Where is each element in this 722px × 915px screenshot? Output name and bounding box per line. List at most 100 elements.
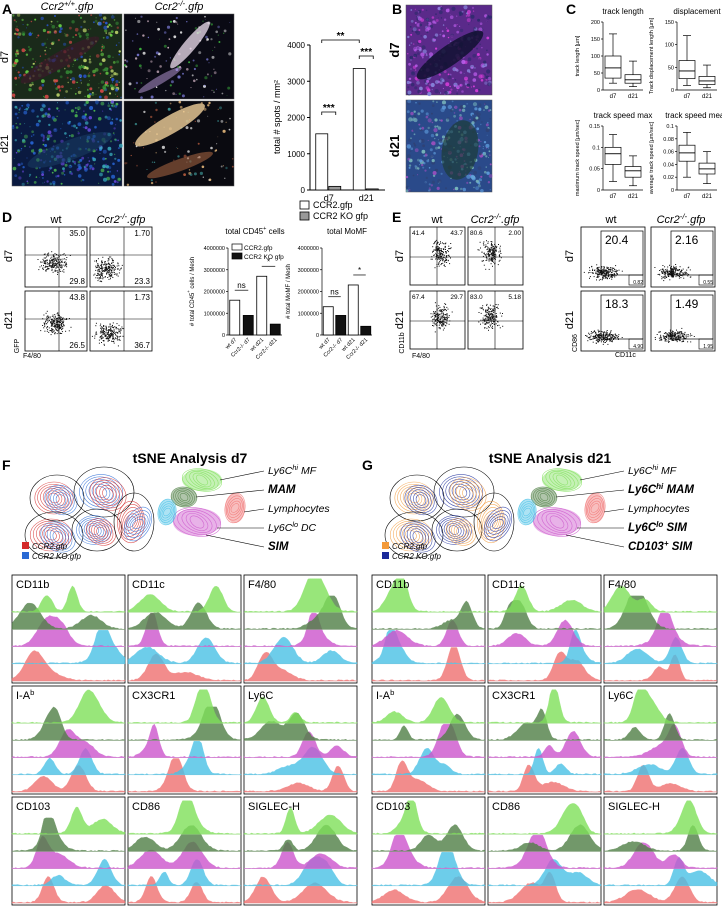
micrograph-speck [103, 21, 105, 23]
marker-label: CD86 [132, 801, 160, 813]
flow-event [99, 267, 100, 268]
micrograph-speck [16, 70, 17, 71]
chart-title: track length [602, 7, 643, 16]
micrograph-speck [440, 119, 442, 121]
flow-event [498, 308, 499, 309]
micrograph-speck [407, 110, 410, 113]
flow-event [681, 337, 682, 338]
micrograph-speck [131, 155, 132, 156]
micrograph-speck [111, 30, 114, 33]
micrograph-speck [66, 137, 67, 138]
flow-event [585, 335, 586, 336]
flow-event [53, 320, 54, 321]
micrograph-speck [109, 75, 110, 76]
flow-event [599, 337, 600, 338]
box [605, 147, 621, 164]
flow-event [499, 261, 500, 262]
micrograph-speck [101, 49, 103, 51]
flow-event [438, 262, 439, 263]
micrograph-speck [89, 168, 91, 170]
micrograph-speck [204, 16, 206, 18]
y-tick-label: 0.15 [589, 124, 600, 130]
micrograph-speck [456, 93, 458, 95]
flow-event [44, 258, 45, 259]
micrograph-speck [418, 40, 421, 43]
micrograph-speck [47, 138, 50, 141]
micrograph-speck [76, 82, 77, 83]
text-part: Ly6C [268, 522, 293, 534]
text-part: SIGLEC-H [608, 801, 660, 813]
micrograph-speck [462, 109, 465, 112]
panel-letter: E [392, 209, 401, 225]
micrograph-speck [26, 104, 30, 108]
flow-event [433, 251, 434, 252]
micrograph-speck [17, 117, 19, 119]
flow-event [679, 276, 680, 277]
flow-event [94, 261, 95, 262]
flow-event [63, 272, 64, 273]
flow-event [100, 336, 101, 337]
micrograph-speck [19, 74, 22, 77]
micrograph-speck [71, 173, 74, 176]
micrograph-speck [445, 187, 447, 189]
flow-event [610, 334, 611, 335]
flow-event [499, 248, 500, 249]
flow-event [51, 324, 52, 325]
micrograph-speck [32, 58, 33, 59]
micrograph-speck [165, 90, 166, 91]
text-part: Ly6C [268, 465, 293, 477]
micrograph-speck [72, 80, 76, 84]
micrograph-speck [81, 82, 82, 83]
flow-event [491, 320, 492, 321]
flow-event [665, 340, 666, 341]
axis-label: CD86 [572, 334, 579, 352]
micrograph-speck [72, 160, 74, 162]
micrograph-speck [89, 165, 92, 168]
label: Ccr2-/-.gfp [657, 212, 706, 226]
micrograph-speck [209, 62, 210, 63]
flow-event [447, 313, 448, 314]
flow-event [489, 311, 490, 312]
flow-event [609, 272, 610, 273]
micrograph-speck [447, 117, 450, 120]
micrograph-speck [90, 28, 91, 29]
micrograph-speck [406, 186, 409, 189]
micrograph-speck [113, 132, 115, 134]
micrograph-speck [432, 104, 435, 107]
flow-event [594, 270, 595, 271]
micrograph-speck [40, 56, 41, 57]
micrograph-speck [24, 145, 26, 147]
micrograph-speck [411, 72, 415, 76]
micrograph-speck [84, 103, 87, 106]
micrograph-speck [107, 116, 111, 120]
flow-event [606, 267, 607, 268]
micrograph-speck [47, 135, 51, 139]
flow-event [101, 335, 102, 336]
quadrant-value: 41.4 [412, 230, 425, 237]
flow-event [484, 328, 485, 329]
micrograph-speck [443, 24, 444, 25]
flow-event [114, 343, 115, 344]
flow-event [444, 322, 445, 323]
quadrant-value: 29.7 [450, 294, 463, 301]
flow-event [597, 269, 598, 270]
flow-event [445, 247, 446, 248]
micrograph-speck [109, 153, 112, 156]
micrograph-speck [28, 107, 29, 108]
flow-event [483, 243, 484, 244]
flow-event [104, 328, 105, 329]
micrograph-speck [448, 105, 452, 109]
micrograph-speck [428, 140, 429, 141]
flow-event [96, 267, 97, 268]
micrograph-speck [57, 109, 58, 110]
micrograph-speck [110, 84, 113, 87]
micrograph-speck [464, 77, 468, 81]
quadrant-value: 2.00 [508, 230, 521, 237]
flow-event [615, 271, 616, 272]
text-part: .gfp [501, 214, 519, 226]
micrograph-speck [83, 111, 84, 112]
micrograph-speck [98, 87, 99, 88]
micrograph-speck [57, 21, 59, 23]
flow-event [109, 274, 110, 275]
flow-event [679, 336, 680, 337]
